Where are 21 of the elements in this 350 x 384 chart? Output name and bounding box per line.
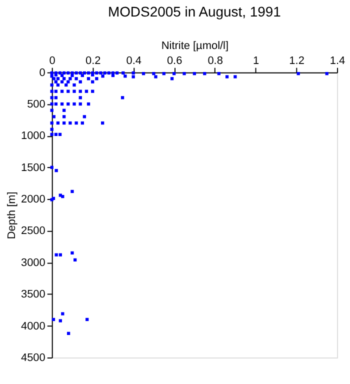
x-tick-label: 0.6 <box>166 54 182 67</box>
x-tick-label: 0 <box>49 54 56 67</box>
x-tick-label: 0.8 <box>208 54 223 67</box>
y-tick-label: 4500 <box>20 352 46 364</box>
x-tick-label: 1 <box>253 54 260 67</box>
x-tick-label: 0.2 <box>85 54 101 67</box>
y-tick-label: 4000 <box>20 320 46 332</box>
y-tick-label: 2500 <box>20 225 46 238</box>
x-tick-label: 1.4 <box>330 54 346 67</box>
x-axis-title: Nitrite [µmol/l] <box>161 40 229 52</box>
x-tick-label: 0.4 <box>126 54 142 67</box>
x-tick-label: 1.2 <box>289 54 304 67</box>
y-tick-label: 3500 <box>20 288 46 301</box>
y-tick-label: 0 <box>39 66 46 79</box>
y-axis-title: Depth [m] <box>6 192 18 240</box>
y-tick-label: 3000 <box>20 256 46 269</box>
y-tick-label: 1000 <box>20 130 46 142</box>
y-tick-label: 1500 <box>20 162 46 174</box>
y-tick-label: 2000 <box>20 194 46 206</box>
y-tick-label: 500 <box>27 98 46 110</box>
chart-title: MODS2005 in August, 1991 <box>108 3 282 20</box>
